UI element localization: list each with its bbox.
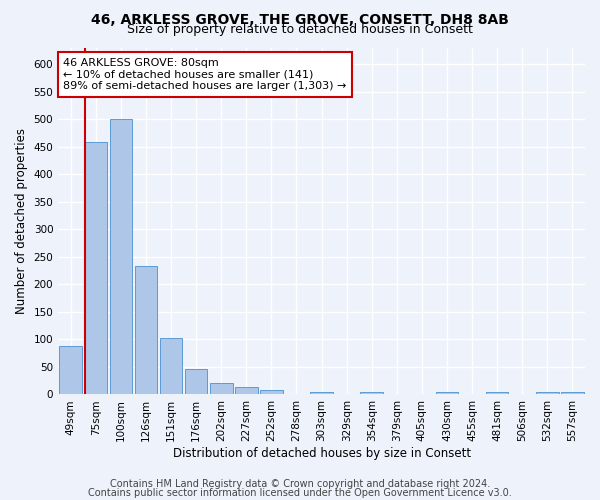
Bar <box>436 392 458 394</box>
Text: Contains HM Land Registry data © Crown copyright and database right 2024.: Contains HM Land Registry data © Crown c… <box>110 479 490 489</box>
Text: Size of property relative to detached houses in Consett: Size of property relative to detached ho… <box>127 22 473 36</box>
Bar <box>361 392 383 394</box>
Bar <box>134 266 157 394</box>
Bar <box>110 119 132 394</box>
Bar <box>210 384 233 394</box>
X-axis label: Distribution of detached houses by size in Consett: Distribution of detached houses by size … <box>173 447 470 460</box>
Bar <box>235 386 257 394</box>
Bar <box>561 392 584 394</box>
Bar <box>185 368 208 394</box>
Bar <box>260 390 283 394</box>
Bar <box>59 346 82 395</box>
Y-axis label: Number of detached properties: Number of detached properties <box>15 128 28 314</box>
Bar <box>85 142 107 395</box>
Bar <box>160 338 182 394</box>
Text: 46, ARKLESS GROVE, THE GROVE, CONSETT, DH8 8AB: 46, ARKLESS GROVE, THE GROVE, CONSETT, D… <box>91 12 509 26</box>
Bar <box>486 392 508 394</box>
Bar <box>536 392 559 394</box>
Text: 46 ARKLESS GROVE: 80sqm
← 10% of detached houses are smaller (141)
89% of semi-d: 46 ARKLESS GROVE: 80sqm ← 10% of detache… <box>64 58 347 91</box>
Bar <box>310 392 333 394</box>
Text: Contains public sector information licensed under the Open Government Licence v3: Contains public sector information licen… <box>88 488 512 498</box>
